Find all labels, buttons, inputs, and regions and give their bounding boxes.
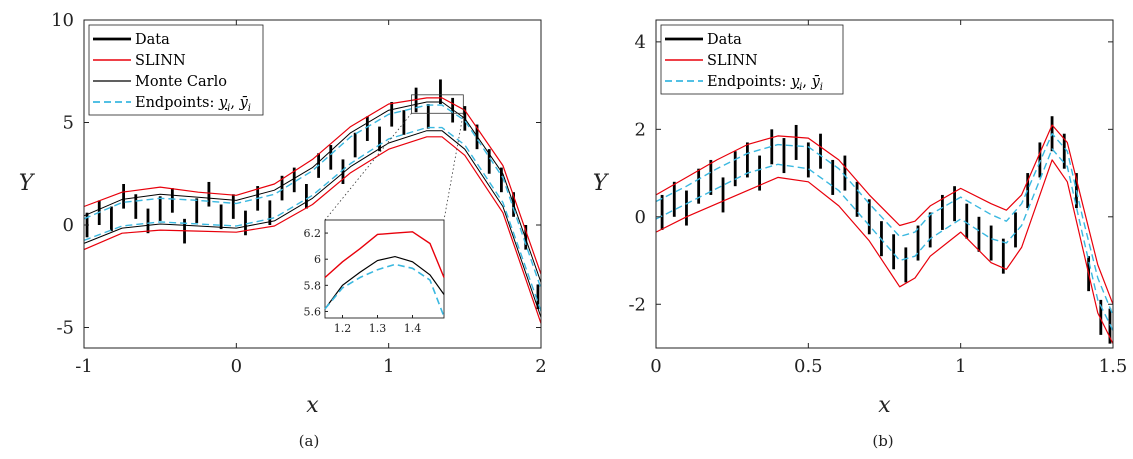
- x-tick-label: 1: [955, 356, 966, 377]
- x-tick-label: 2: [535, 356, 546, 377]
- y-tick-label: -5: [56, 318, 74, 339]
- panel-b-chart: 0 0.5 1 1.5 -2 0 2 4 x Y (b) Data SLINN Endpoints…: [593, 19, 1127, 450]
- series-line-endpoints-lower: [655, 148, 1114, 331]
- panel-b-axes-frame: [655, 19, 1114, 349]
- y-tick-label: 4: [635, 32, 646, 53]
- legend-label: Endpoints: yi, ȳi: [707, 74, 823, 93]
- y-tick-label: 5: [63, 113, 74, 134]
- x-tick-label: 0.5: [794, 356, 823, 377]
- y-tick-label: 0: [635, 207, 646, 228]
- x-tick-label: 0: [650, 356, 661, 377]
- panel-a-caption: (a): [299, 432, 320, 450]
- panel-a-x-axis-label: x: [306, 393, 319, 418]
- panel-a-ticks: -1 0 1 2 -5 0 5 10: [51, 10, 547, 377]
- panel-b-ticks: 0 0.5 1 1.5 -2 0 2 4: [628, 20, 1127, 377]
- panel-b-y-axis-label: Y: [593, 171, 610, 196]
- panel-a-chart: -1 0 1 2 -5 0 5 10 x Y (a) Data SLINN Monte Carlo…: [19, 10, 547, 450]
- panel-a-legend: Data SLINN Monte Carlo Endpoints: yi, ȳi: [88, 24, 264, 116]
- panel-a-axes-frame: [83, 19, 542, 349]
- inset-y-tick-label: 5.6: [304, 305, 322, 318]
- inset-y-tick-label: 6.2: [304, 227, 322, 240]
- series-line-slinn-upper: [655, 124, 1114, 305]
- series-line-slinn-lower: [655, 159, 1114, 344]
- legend-label: Data: [135, 32, 170, 48]
- series-line-endpoints-lower: [83, 126, 542, 312]
- series-line-monte-carlo-lower: [83, 130, 542, 318]
- y-tick-label: 0: [63, 215, 74, 236]
- x-tick-label: 1.5: [1099, 356, 1128, 377]
- y-tick-label: 2: [635, 119, 646, 140]
- y-tick-label: -2: [628, 294, 646, 315]
- legend-label: Monte Carlo: [135, 74, 227, 90]
- zoom-connector-line: [324, 113, 412, 221]
- inset-y-tick-label: 5.8: [304, 279, 322, 292]
- panel-b-legend: Data SLINN Endpoints: yi, ȳi: [660, 24, 844, 95]
- inset-x-tick-label: 1.3: [369, 322, 387, 335]
- legend-label: SLINN: [707, 53, 758, 69]
- panel-a-y-axis-label: Y: [19, 171, 36, 196]
- series-line-slinn-upper: [83, 97, 542, 275]
- zoom-region-box: [411, 94, 464, 114]
- x-tick-label: -1: [75, 356, 93, 377]
- inset-series-line: [324, 255, 445, 310]
- y-tick-label: 10: [51, 10, 74, 31]
- zoom-connector-line: [443, 113, 464, 221]
- panel-b-caption: (b): [872, 432, 893, 450]
- panel-b-data-layer: [660, 116, 1112, 344]
- series-line-endpoints-upper: [83, 104, 542, 289]
- panel-b-curves-layer: [655, 124, 1114, 344]
- panel-a-zoom-inset: 1.2 1.3 1.4 5.6 5.8 6 6.2: [304, 94, 464, 335]
- series-line-endpoints-upper: [655, 133, 1114, 316]
- x-tick-label: 1: [383, 356, 394, 377]
- panel-a-curves-layer: [83, 97, 542, 324]
- inset-frame: [324, 219, 445, 319]
- inset-x-tick-label: 1.4: [404, 322, 422, 335]
- inset-series-line: [324, 231, 445, 279]
- series-line-monte-carlo-upper: [83, 101, 542, 283]
- inset-y-tick-label: 6: [314, 253, 321, 266]
- inset-x-tick-label: 1.2: [334, 322, 352, 335]
- legend-label: Endpoints: yi, ȳi: [135, 95, 251, 114]
- x-tick-label: 0: [231, 356, 242, 377]
- panel-b-x-axis-label: x: [878, 393, 891, 418]
- series-line-slinn-lower: [83, 136, 542, 324]
- legend-label: SLINN: [135, 53, 186, 69]
- panel-a-data-layer: [85, 79, 540, 310]
- legend-label: Data: [707, 32, 742, 48]
